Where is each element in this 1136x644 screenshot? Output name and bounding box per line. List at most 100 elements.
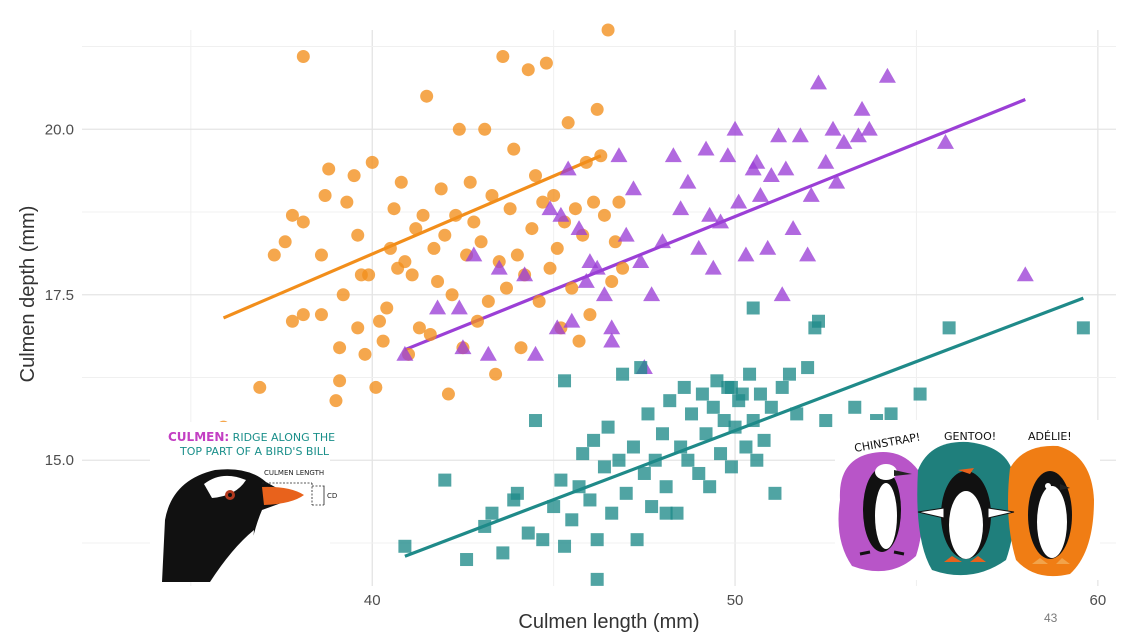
data-point-triangle [751, 186, 769, 202]
data-point-circle [423, 327, 437, 341]
data-point-circle [376, 334, 390, 348]
data-point-square [775, 380, 789, 394]
culmen-length-label: CULMEN LENGTH [264, 469, 324, 477]
data-point-square [819, 414, 833, 428]
gentoo-penguin-icon [917, 468, 1015, 562]
data-point-circle [314, 248, 328, 262]
x-axis-label: Culmen length (mm) [518, 611, 699, 633]
data-point-square [848, 400, 862, 414]
data-point-circle [536, 195, 550, 209]
data-point-circle [525, 222, 539, 236]
data-point-circle [532, 294, 546, 308]
data-point-square [728, 420, 742, 434]
data-point-triangle [595, 286, 613, 302]
data-point-square [663, 394, 677, 408]
data-point-circle [568, 202, 582, 216]
data-point-square [724, 460, 738, 474]
data-point-triangle [541, 200, 559, 216]
data-point-triangle [527, 345, 545, 361]
data-point-triangle [849, 127, 867, 143]
data-point-square [601, 420, 615, 434]
data-point-triangle [828, 173, 846, 189]
data-point-square [510, 486, 524, 500]
data-point-circle [314, 308, 328, 322]
data-point-circle [514, 341, 528, 355]
data-point-triangle [664, 147, 682, 163]
data-point-square [485, 506, 499, 520]
data-point-circle [369, 380, 383, 394]
data-point-circle [608, 235, 622, 249]
data-point-triangle [548, 319, 566, 335]
data-point-circle [445, 288, 459, 302]
data-point-square [558, 539, 572, 553]
data-point-circle [336, 288, 350, 302]
data-point-circle [597, 208, 611, 222]
data-point-circle [318, 188, 332, 202]
data-point-circle [583, 308, 597, 322]
data-point-square [648, 453, 662, 467]
tick-labels: 40 50 60 15.0 17.5 20.0 [45, 121, 1106, 609]
data-point-triangle [726, 120, 744, 136]
data-point-square [670, 506, 684, 520]
data-point-circle [572, 334, 586, 348]
data-point-triangle [791, 127, 809, 143]
data-point-triangle [730, 193, 748, 209]
data-point-circle [296, 215, 310, 229]
data-point-circle [467, 215, 481, 229]
data-point-square [942, 321, 956, 335]
culmen-callout: CULMEN: RIDGE ALONG THE TOP PART OF A BI… [150, 422, 337, 582]
data-point-square [695, 387, 709, 401]
data-point-circle [474, 235, 488, 249]
data-point-square [572, 480, 586, 494]
data-point-triangle [719, 147, 737, 163]
data-point-square [521, 526, 535, 540]
data-point-square [398, 539, 412, 553]
data-point-square [692, 466, 706, 480]
data-point-triangle [672, 200, 690, 216]
data-point-circle [362, 268, 376, 282]
data-point-circle [449, 208, 463, 222]
data-point-square [699, 427, 713, 441]
data-point-circle [340, 195, 354, 209]
x-tick-label: 50 [727, 592, 744, 609]
data-point-circle [267, 248, 281, 262]
data-point-circle [427, 241, 441, 255]
data-point-square [536, 533, 550, 547]
data-point-circle [529, 169, 543, 183]
data-point-triangle [712, 213, 730, 229]
data-point-circle [438, 228, 452, 242]
data-point-circle [398, 255, 412, 269]
data-point-triangle [479, 345, 497, 361]
data-point-square [626, 440, 640, 454]
data-point-square [655, 427, 669, 441]
data-point-circle [452, 122, 466, 136]
data-point-square [590, 572, 604, 586]
data-point-circle [333, 341, 347, 355]
data-point-square [706, 400, 720, 414]
adelie-penguin-icon [1028, 471, 1072, 564]
data-point-triangle [690, 239, 708, 255]
data-point-square [460, 553, 474, 567]
callout-definition-1: RIDGE ALONG THE [229, 431, 335, 444]
data-point-circle [409, 222, 423, 236]
data-point-circle [579, 155, 593, 169]
data-point-circle [470, 314, 484, 328]
data-point-triangle [552, 206, 570, 222]
data-point-square [597, 460, 611, 474]
data-point-square [590, 533, 604, 547]
culmen-measure-icon [262, 482, 326, 506]
data-point-triangle [653, 233, 671, 249]
data-point-circle [565, 281, 579, 295]
data-point-square [641, 407, 655, 421]
data-point-triangle [516, 266, 534, 282]
data-point-triangle [1016, 266, 1034, 282]
data-point-triangle [748, 153, 766, 169]
data-point-triangle [396, 345, 414, 361]
data-point-triangle [563, 312, 581, 328]
y-tick-label: 15.0 [45, 452, 74, 469]
callout-text-line1: CULMEN: RIDGE ALONG THE [168, 430, 335, 444]
data-point-square [884, 407, 898, 421]
data-point-circle [499, 281, 513, 295]
data-point-square [724, 380, 738, 394]
data-point-circle [605, 275, 619, 289]
